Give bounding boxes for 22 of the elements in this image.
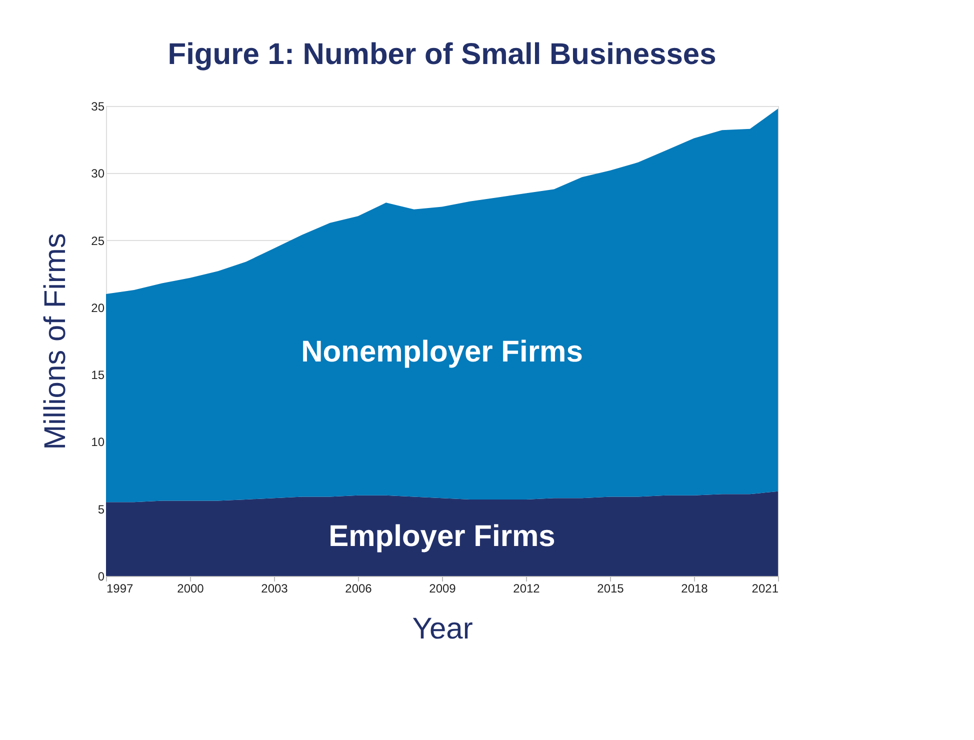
x-axis-title: Year [412, 612, 473, 646]
x-tick-label: 2012 [513, 582, 540, 596]
y-tick-label: 35 [91, 100, 105, 114]
x-tick-label: 2021 [752, 582, 779, 596]
chart-title: Figure 1: Number of Small Businesses [168, 38, 716, 71]
series-label: Nonemployer Firms [301, 335, 583, 368]
x-tick-label: 2018 [681, 582, 708, 596]
series-label: Employer Firms [328, 520, 556, 554]
y-tick-label: 20 [91, 300, 105, 315]
y-tick-label: 10 [91, 435, 105, 450]
y-axis-title: Millions of Firms [39, 233, 72, 450]
y-tick-label: 30 [91, 166, 105, 181]
y-tick-label: 5 [98, 502, 105, 516]
x-tick-label: 1997 [106, 582, 134, 596]
y-tick-label: 25 [91, 234, 105, 248]
x-tick-label: 2009 [429, 582, 456, 596]
y-tick-label: 0 [98, 570, 105, 584]
x-tick-label: 2015 [597, 582, 624, 596]
x-tick-label: 2006 [345, 582, 372, 596]
y-tick-label: 15 [91, 368, 105, 382]
x-tick-label: 2000 [177, 582, 204, 596]
x-tick-label: 2003 [261, 582, 288, 596]
